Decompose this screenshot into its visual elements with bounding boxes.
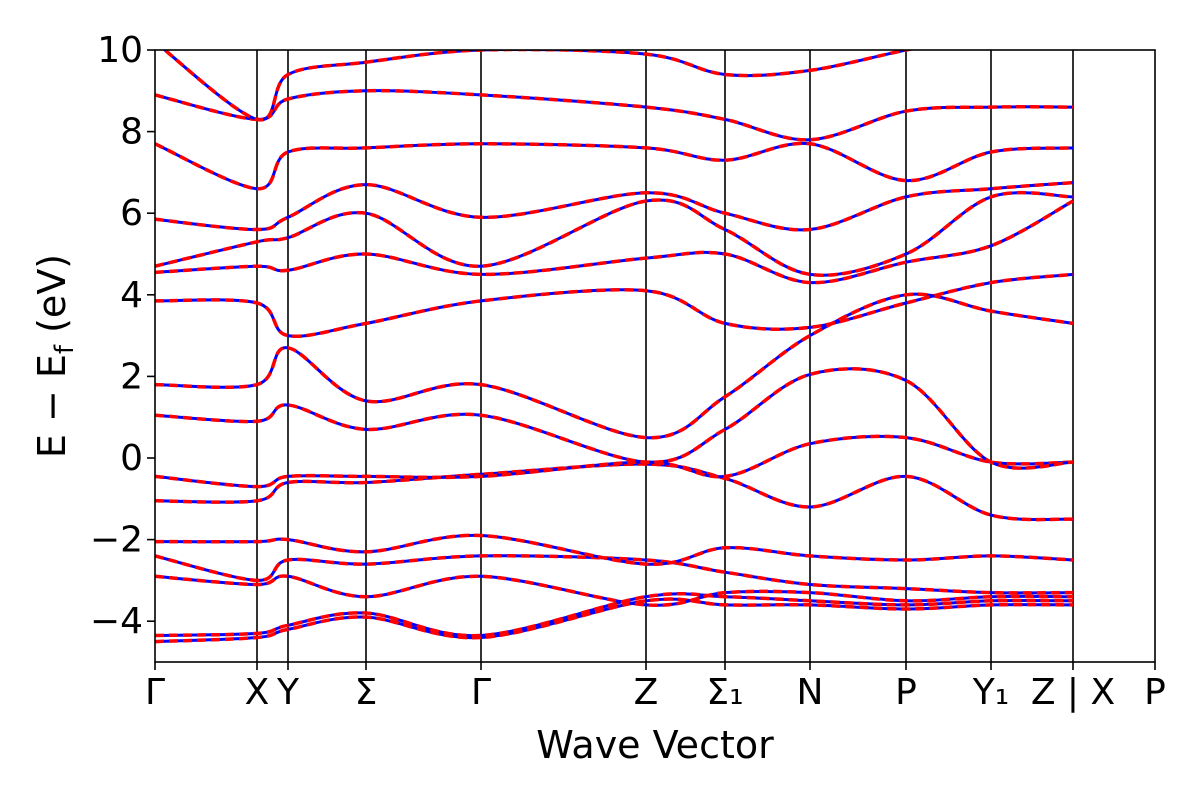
x-tick-label: Y [276, 672, 300, 713]
x-axis-ticks: Γ X Y Σ Γ Z Σ₁ N P Y₁ Z | X P [145, 662, 1166, 713]
y-tick-label: 8 [120, 112, 143, 153]
band-line-method-b [155, 554, 1074, 595]
y-tick-label: 6 [120, 193, 143, 234]
band-line-method-b [155, 533, 1074, 566]
band-line-method-b [155, 180, 1074, 232]
y-axis-ticks: 10 8 6 4 2 0 −2 −4 [90, 30, 155, 642]
band-line-method-a [155, 292, 1074, 440]
band-line-method-b [155, 190, 1074, 277]
x-tick-label: Z [634, 672, 659, 713]
band-line-method-a [155, 367, 1074, 470]
band-line-method-a [155, 89, 1074, 142]
y-tick-label: 0 [120, 438, 143, 479]
y-tick-label: −4 [90, 601, 143, 642]
high-symmetry-lines [256, 50, 1074, 662]
band-line-method-b [155, 462, 1074, 522]
x-tick-label: Σ [355, 672, 378, 713]
band-line-method-a [155, 272, 1074, 338]
band-lines [155, 50, 1074, 644]
x-tick-label: Z | X [1031, 672, 1115, 713]
x-tick-label: X [245, 672, 270, 713]
band-line-method-b [155, 591, 1074, 638]
y-tick-label: 2 [120, 356, 143, 397]
band-line-method-b [155, 141, 1074, 191]
x-tick-label: N [797, 672, 824, 713]
x-tick-label: P [1144, 672, 1166, 713]
band-line-method-b [155, 574, 1074, 608]
x-tick-label: Σ₁ [706, 672, 743, 713]
y-axis-label: E − Ef (eV) [30, 254, 80, 458]
band-line-method-b [162, 50, 915, 122]
x-tick-label: P [895, 672, 917, 713]
band-line-method-a [155, 181, 1074, 232]
band-line-method-b [155, 272, 1074, 339]
band-line-method-b [155, 199, 1074, 285]
plot-frame [154, 49, 1156, 663]
x-tick-label: Γ [145, 672, 165, 713]
band-line-method-b [155, 292, 1074, 440]
y-tick-label: −2 [90, 520, 143, 561]
band-line-method-a [155, 434, 1074, 489]
x-tick-label: Y₁ [972, 672, 1009, 713]
band-line-method-a [155, 462, 1074, 522]
band-line-method-b [155, 367, 1074, 470]
x-tick-label: Γ [471, 672, 491, 713]
x-axis-label: Wave Vector [536, 723, 774, 767]
y-tick-label: 4 [120, 275, 143, 316]
y-tick-label: 10 [97, 30, 143, 71]
